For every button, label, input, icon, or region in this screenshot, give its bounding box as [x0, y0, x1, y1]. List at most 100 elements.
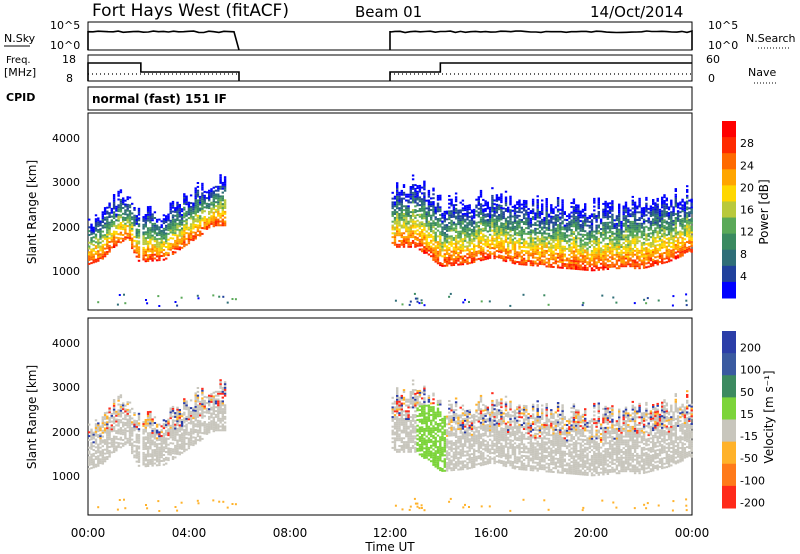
power-mark: [475, 231, 478, 234]
power-mark: [203, 227, 206, 230]
power-mark: [416, 198, 419, 201]
power-mark: [144, 223, 147, 226]
power-mark: [658, 247, 662, 250]
velocity-mark: [128, 418, 132, 421]
power-mark: [593, 205, 596, 208]
power-mark: [658, 232, 662, 234]
velocity-mark: [90, 445, 93, 448]
velocity-mark: [158, 460, 161, 463]
velocity-mark: [142, 444, 145, 447]
power-mark: [502, 232, 505, 235]
power-mark: [423, 180, 426, 183]
power-mark: [577, 262, 580, 265]
power-mark: [461, 240, 465, 243]
power-mark: [654, 244, 657, 247]
power-mark: [468, 244, 471, 247]
power-mark: [618, 209, 621, 212]
velocity-mark: [149, 459, 152, 461]
power-mark: [513, 252, 517, 255]
velocity-mark: [126, 418, 129, 421]
power-mark: [434, 206, 437, 209]
power-mark: [231, 298, 234, 300]
velocity-mark: [101, 424, 104, 426]
power-mark: [171, 218, 175, 221]
power-mark: [488, 247, 492, 250]
power-mark: [642, 234, 646, 237]
velocity-mark: [153, 443, 157, 446]
power-mark: [572, 225, 576, 228]
power-mark: [427, 245, 431, 248]
power-mark: [604, 208, 607, 211]
power-mark: [590, 230, 594, 233]
power-mark: [613, 257, 616, 260]
power-mark: [595, 218, 598, 221]
power-mark: [117, 227, 120, 230]
power-mark: [575, 215, 578, 218]
power-mark: [690, 229, 693, 232]
velocity-mark: [90, 459, 93, 462]
power-mark: [470, 230, 474, 233]
power-mark: [448, 254, 451, 257]
power-mark: [495, 242, 499, 245]
power-mark: [459, 240, 462, 243]
power-mark: [115, 240, 118, 243]
power-mark: [414, 232, 417, 235]
power-mark: [511, 248, 514, 251]
power-mark: [199, 219, 202, 221]
power-mark: [674, 201, 677, 204]
power-mark: [464, 207, 467, 210]
power-mark: [135, 236, 138, 239]
power-mark: [421, 186, 424, 189]
power-mark: [398, 218, 401, 221]
power-mark: [645, 252, 648, 255]
power-mark: [488, 300, 491, 303]
velocity-mark: [117, 420, 120, 423]
power-mark: [545, 228, 548, 231]
power-mark: [167, 254, 170, 257]
power-mark: [142, 243, 145, 246]
power-mark: [423, 246, 426, 249]
power-mark: [445, 237, 449, 240]
power-mark: [595, 228, 598, 231]
power-mark: [597, 230, 600, 233]
power-mark: [115, 236, 118, 239]
power-mark: [602, 268, 605, 271]
power-mark: [479, 249, 483, 252]
power-mark: [398, 232, 401, 235]
power-mark: [427, 224, 431, 227]
power-mark: [522, 242, 526, 245]
power-mark: [690, 235, 693, 238]
power-mark: [498, 206, 501, 209]
power-mark: [572, 263, 576, 266]
power-mark: [620, 265, 623, 268]
power-mark: [484, 200, 487, 203]
power-mark: [500, 239, 503, 242]
velocity-mark: [158, 431, 161, 434]
power-mark: [180, 221, 184, 224]
power-mark: [115, 207, 118, 210]
power-mark: [545, 261, 548, 264]
power-mark: [479, 232, 483, 235]
power-mark: [484, 208, 487, 210]
velocity-mark: [158, 423, 161, 426]
power-mark: [88, 247, 91, 250]
power-mark: [663, 227, 666, 229]
power-mark: [151, 251, 154, 254]
power-mark: [525, 211, 528, 214]
power-mark: [636, 238, 639, 241]
velocity-mark: [128, 422, 132, 425]
power-mark: [205, 218, 209, 221]
power-mark: [457, 259, 460, 262]
power-mark: [466, 233, 469, 236]
power-mark: [473, 243, 476, 246]
power-mark: [640, 247, 644, 250]
power-mark: [531, 231, 535, 234]
power-mark: [466, 249, 469, 252]
velocity-mark: [117, 418, 120, 421]
power-mark: [645, 262, 648, 265]
velocity-mark: [146, 441, 150, 444]
power-mark: [219, 181, 222, 184]
power-mark: [194, 231, 197, 234]
power-mark: [527, 208, 530, 210]
freq-label: Freq.: [6, 55, 31, 66]
